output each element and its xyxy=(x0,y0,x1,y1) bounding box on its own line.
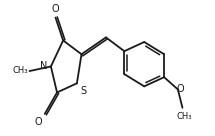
Text: O: O xyxy=(176,84,184,94)
Text: O: O xyxy=(52,4,59,14)
Text: O: O xyxy=(35,117,43,127)
Text: N: N xyxy=(40,61,47,72)
Text: CH₃: CH₃ xyxy=(176,112,192,121)
Text: S: S xyxy=(80,86,86,96)
Text: CH₃: CH₃ xyxy=(12,66,28,75)
